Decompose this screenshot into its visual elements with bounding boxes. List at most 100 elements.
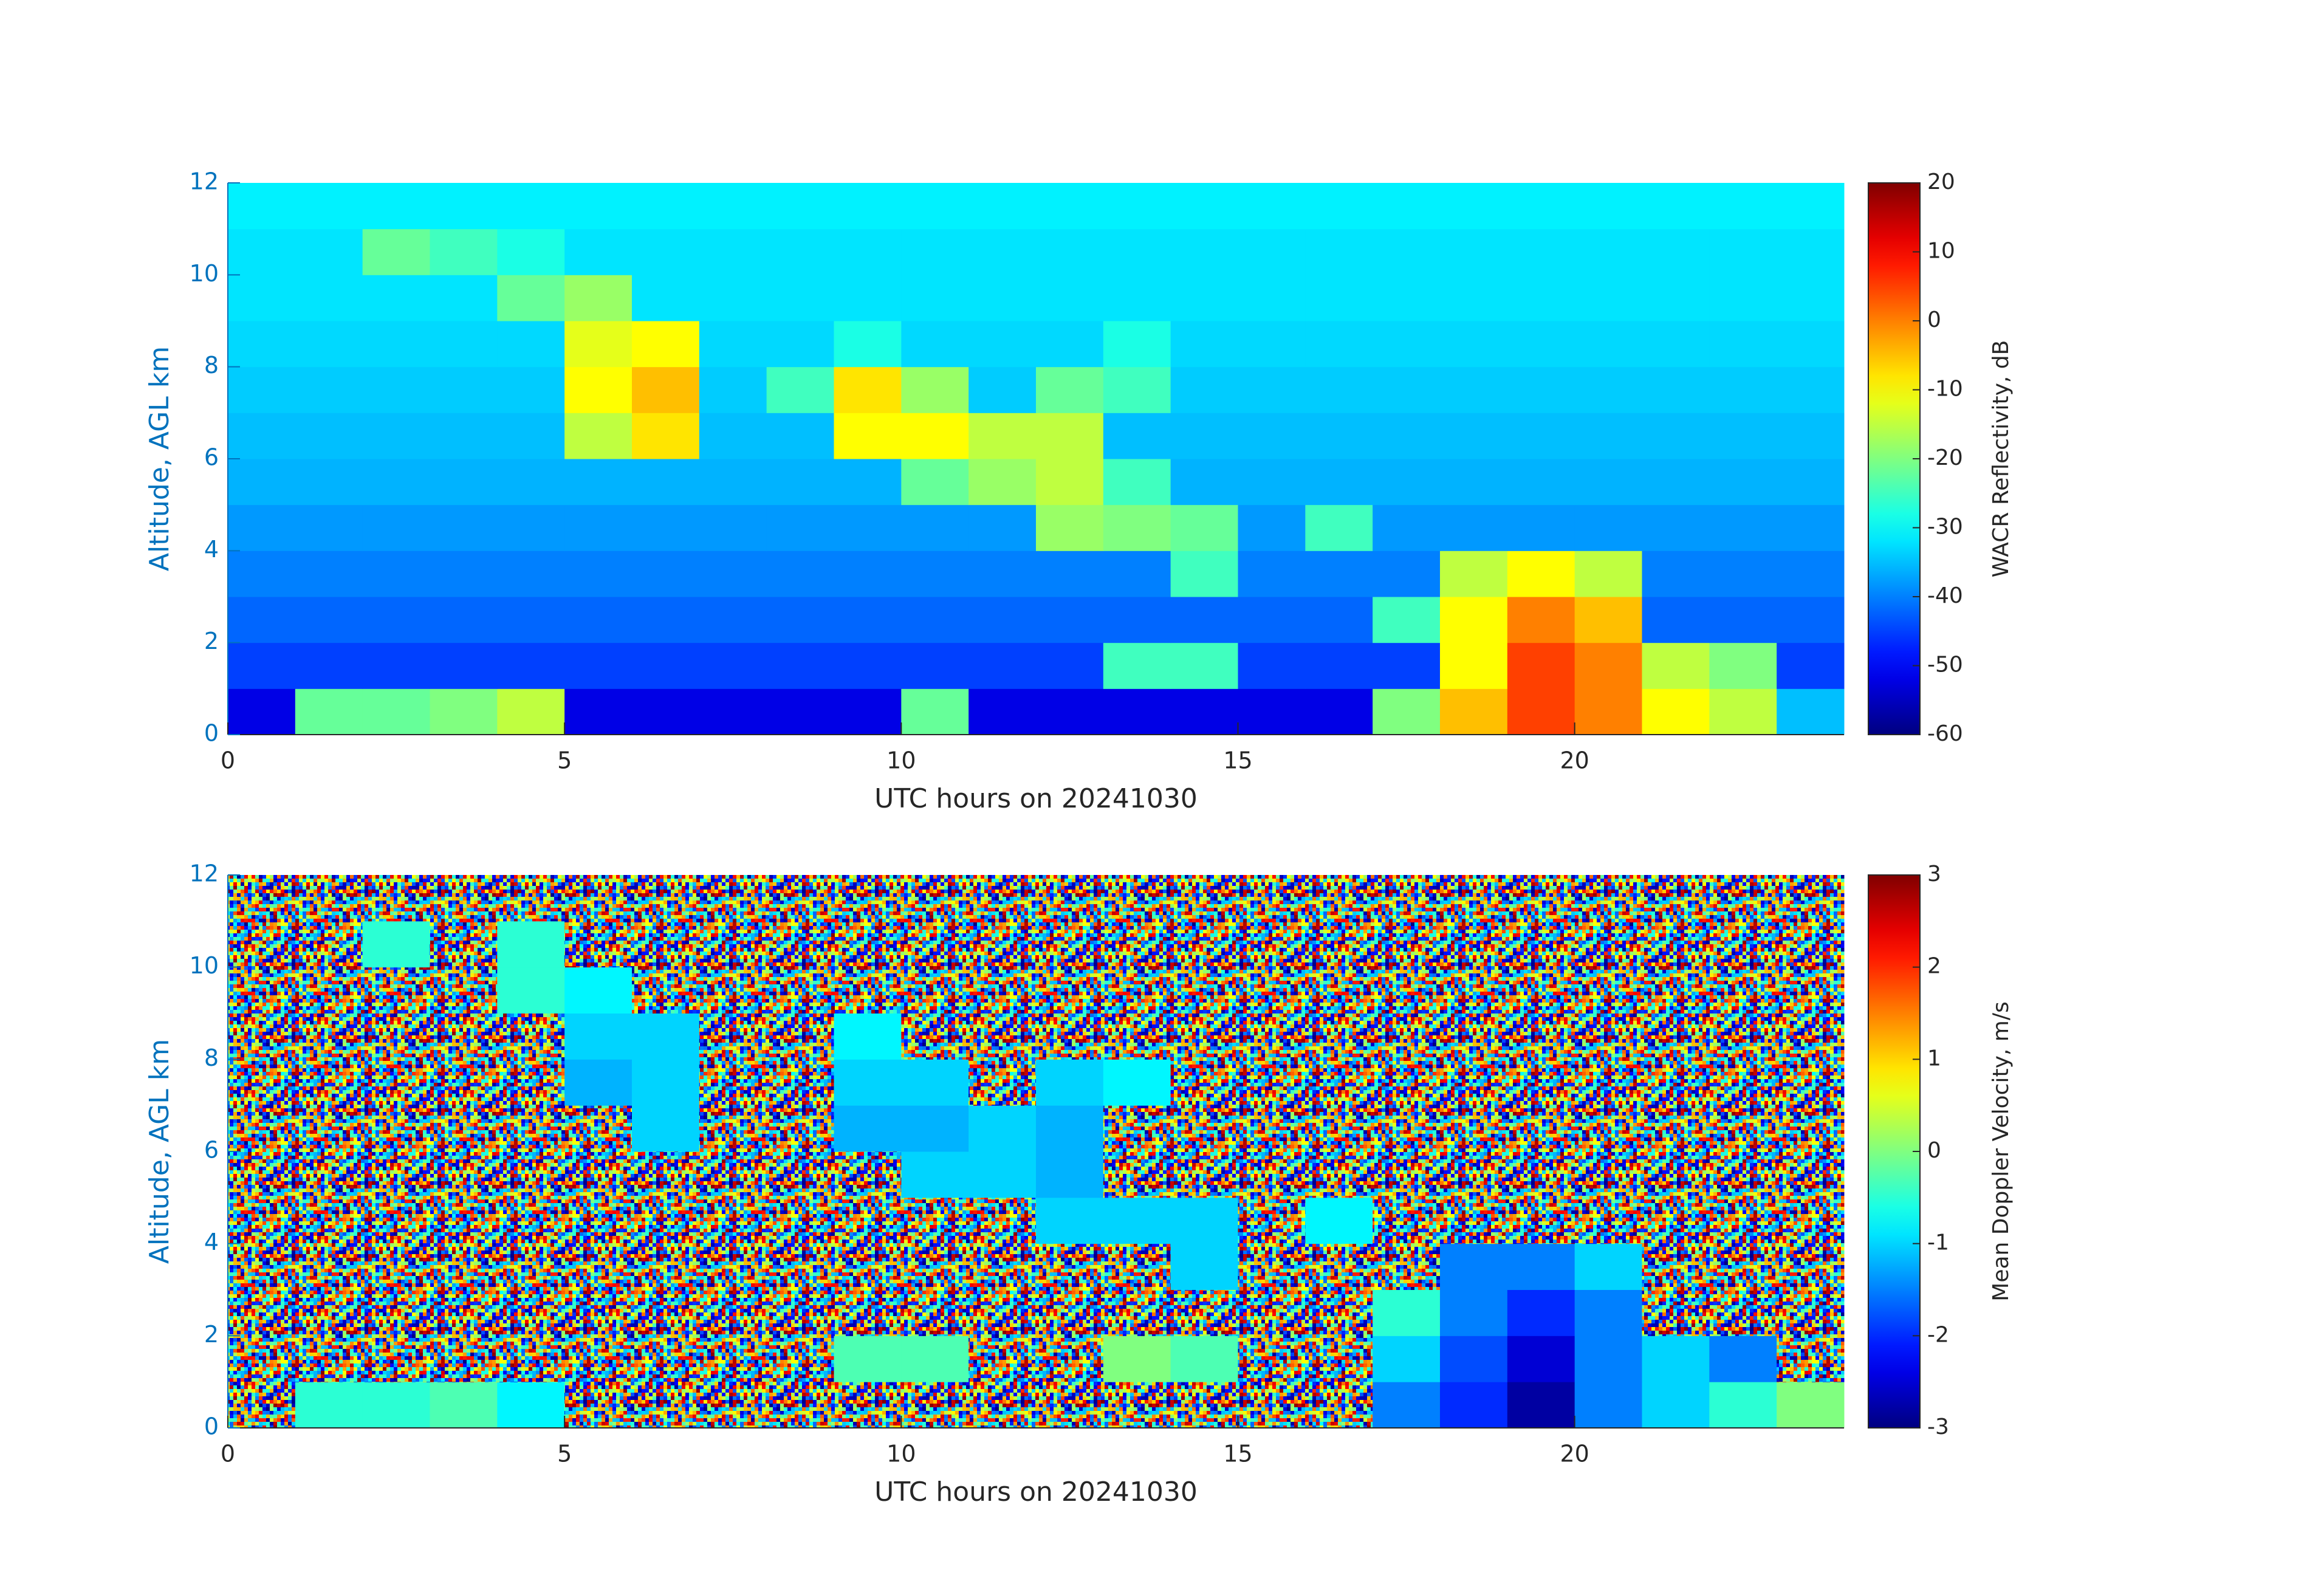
no-signal-cell xyxy=(1507,1013,1575,1060)
cell xyxy=(1238,642,1306,689)
no-signal-cell xyxy=(362,1289,430,1336)
no-signal-cell xyxy=(766,1013,834,1060)
no-signal-cell xyxy=(1777,1289,1845,1336)
no-signal-cell xyxy=(968,1013,1037,1060)
cell xyxy=(497,597,565,643)
no-signal-cell xyxy=(834,1197,902,1244)
cell xyxy=(1170,366,1238,413)
cell xyxy=(1440,321,1508,368)
cell xyxy=(1440,228,1508,275)
no-signal-cell xyxy=(1574,1197,1642,1244)
cell xyxy=(1373,275,1441,321)
no-signal-cell xyxy=(968,1059,1037,1106)
cell xyxy=(362,642,430,689)
no-signal-cell xyxy=(1305,1151,1373,1198)
cell xyxy=(968,551,1037,597)
cell xyxy=(430,1382,498,1429)
no-signal-cell xyxy=(968,1197,1037,1244)
cell xyxy=(1103,321,1171,368)
colorbar-tick-label: 20 xyxy=(1927,170,1955,194)
no-signal-cell xyxy=(430,1336,498,1382)
cell xyxy=(1305,228,1373,275)
no-signal-cell xyxy=(228,1059,296,1106)
x-tick-label: 15 xyxy=(1223,747,1252,774)
cell xyxy=(497,688,565,735)
cell xyxy=(564,642,632,689)
no-signal-cell xyxy=(1238,1243,1306,1290)
cell xyxy=(968,688,1037,735)
cell xyxy=(497,504,565,551)
y-tick-label: 10 xyxy=(190,260,219,287)
cell xyxy=(1373,366,1441,413)
no-signal-cell xyxy=(430,1059,498,1106)
cell xyxy=(1305,642,1373,689)
no-signal-cell xyxy=(228,1013,296,1060)
no-signal-cell xyxy=(1373,1059,1441,1106)
cell xyxy=(228,688,296,735)
cell xyxy=(901,459,969,506)
cell xyxy=(1507,321,1575,368)
cell xyxy=(1507,413,1575,459)
cell xyxy=(1777,642,1845,689)
no-signal-cell xyxy=(766,875,834,922)
cell xyxy=(228,642,296,689)
no-signal-cell xyxy=(564,1336,632,1382)
no-signal-cell xyxy=(497,1151,565,1198)
no-signal-cell xyxy=(1574,1105,1642,1152)
no-signal-cell xyxy=(1440,1013,1508,1060)
cell xyxy=(901,1059,969,1106)
y-tick-label: 4 xyxy=(204,536,219,563)
y-tick-label: 0 xyxy=(204,1413,219,1440)
no-signal-cell xyxy=(497,1336,565,1382)
cell xyxy=(1373,459,1441,506)
cell xyxy=(1642,1336,1710,1382)
no-signal-cell xyxy=(968,967,1037,1014)
cell xyxy=(632,1059,700,1106)
cell xyxy=(968,321,1037,368)
no-signal-cell xyxy=(699,1105,767,1152)
no-signal-cell xyxy=(1305,921,1373,968)
cell xyxy=(362,1382,430,1429)
cell xyxy=(632,183,700,230)
no-signal-cell xyxy=(1103,1382,1171,1429)
cell xyxy=(766,183,834,230)
no-signal-cell xyxy=(1777,1105,1845,1152)
cell xyxy=(497,183,565,230)
no-signal-cell xyxy=(1709,1289,1777,1336)
no-signal-cell xyxy=(901,967,969,1014)
cell xyxy=(1440,1243,1508,1290)
colorbar-label: WACR Reflectivity, dB xyxy=(1989,340,2014,578)
cell xyxy=(1036,1059,1104,1106)
no-signal-cell xyxy=(1238,1013,1306,1060)
cell xyxy=(564,551,632,597)
no-signal-cell xyxy=(430,1013,498,1060)
y-tick-label: 8 xyxy=(204,1044,219,1071)
cell xyxy=(228,504,296,551)
cell xyxy=(1507,597,1575,643)
cell xyxy=(1373,504,1441,551)
no-signal-cell xyxy=(901,1197,969,1244)
no-signal-cell xyxy=(1305,1105,1373,1152)
y-tick-label: 12 xyxy=(190,860,219,887)
cell xyxy=(1777,551,1845,597)
cell xyxy=(295,551,363,597)
cell xyxy=(1103,688,1171,735)
cell xyxy=(1709,688,1777,735)
cell xyxy=(362,275,430,321)
no-signal-cell xyxy=(1709,967,1777,1014)
no-signal-cell xyxy=(1574,1013,1642,1060)
cell xyxy=(1036,321,1104,368)
no-signal-cell xyxy=(1507,1105,1575,1152)
no-signal-cell xyxy=(564,1105,632,1152)
no-signal-cell xyxy=(1440,967,1508,1014)
no-signal-cell xyxy=(1103,921,1171,968)
no-signal-cell xyxy=(699,1197,767,1244)
cell xyxy=(1642,459,1710,506)
no-signal-cell xyxy=(228,1197,296,1244)
cell xyxy=(228,183,296,230)
no-signal-cell xyxy=(766,967,834,1014)
no-signal-cell xyxy=(1440,1105,1508,1152)
cell xyxy=(1440,1336,1508,1382)
no-signal-cell xyxy=(1170,921,1238,968)
panel: 0 5 10 15 20 0 2 4 6 8 10 12 UTC hours on 20241030 Al… xyxy=(144,168,2014,815)
